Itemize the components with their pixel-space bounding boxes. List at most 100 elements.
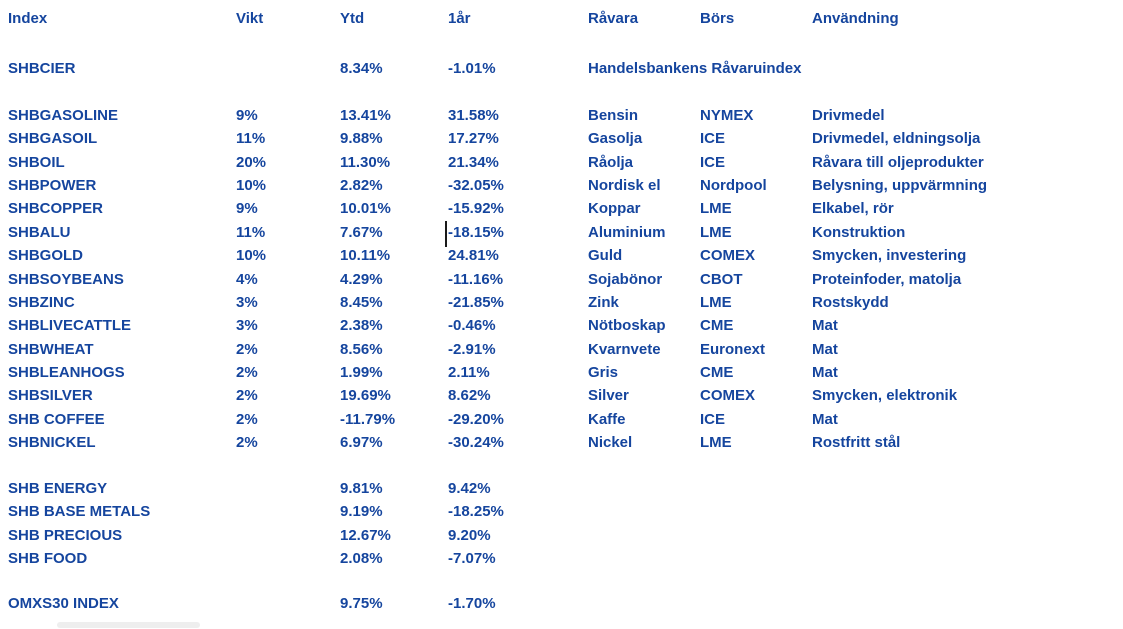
cell-index[interactable]: SHB FOOD <box>8 550 88 568</box>
cier-row[interactable]: SHBCIER 8.34% -1.01% Handelsbankens Råva… <box>8 57 1123 80</box>
cell-anvandning[interactable]: Belysning, uppvärmning <box>812 177 988 195</box>
cell-ravara[interactable]: Kvarnvete <box>588 340 661 358</box>
cell-1ar[interactable]: -7.07% <box>448 550 496 568</box>
cell-1ar[interactable]: -15.92% <box>448 200 504 218</box>
cier-description[interactable]: Handelsbankens Råvaruindex <box>588 60 802 77</box>
cell-ravara[interactable]: Aluminium <box>588 223 666 241</box>
cell-anvandning[interactable]: Smycken, elektronik <box>812 387 958 405</box>
cell-anvandning[interactable]: Konstruktion <box>812 223 906 241</box>
cell-anvandning[interactable]: Mat <box>812 340 838 358</box>
cell-vikt[interactable]: 11% <box>236 223 266 241</box>
cell-ytd[interactable]: 2.82% <box>340 177 383 195</box>
cell-bors[interactable]: LME <box>700 223 732 241</box>
cell-ravara[interactable]: Nötboskap <box>588 317 666 335</box>
cell-ytd[interactable]: 9.19% <box>340 503 383 521</box>
cell-ytd[interactable]: 9.75% <box>340 595 383 612</box>
cell-anvandning[interactable]: Mat <box>812 410 838 428</box>
cell-ytd[interactable]: 10.11% <box>340 247 391 265</box>
cell-ravara[interactable]: Gris <box>588 363 619 381</box>
cell-bors[interactable]: ICE <box>700 130 726 148</box>
cell-index[interactable]: SHBALU <box>8 223 71 241</box>
cell-vikt[interactable]: 9% <box>236 200 258 218</box>
cell-index[interactable]: SHBZINC <box>8 293 75 311</box>
cell-ytd[interactable]: 7.67% <box>340 223 383 241</box>
cell-vikt[interactable]: 4% <box>236 270 258 288</box>
cell-index[interactable]: SHBWHEAT <box>8 340 94 358</box>
cell-anvandning[interactable]: Rostskydd <box>812 293 889 311</box>
table-row[interactable]: SHBWHEAT 2% 8.56% -2.91% Kvarnvete Euronext Ma… <box>8 338 1123 361</box>
cell-index[interactable]: SHBGOLD <box>8 247 83 265</box>
cell-ytd[interactable]: 8.45% <box>340 293 383 311</box>
cell-vikt[interactable]: 3% <box>236 293 258 311</box>
cell-ytd[interactable]: 2.38% <box>340 317 383 335</box>
cell-index[interactable]: OMXS30 INDEX <box>8 595 119 612</box>
cell-ytd[interactable]: 4.29% <box>340 270 383 288</box>
group-row[interactable]: SHB ENERGY 9.81% 9.42% <box>8 477 1123 500</box>
cell-index[interactable]: SHBSILVER <box>8 387 93 405</box>
horizontal-scrollbar-thumb[interactable] <box>57 622 200 628</box>
cell-1ar[interactable]: 2.11% <box>448 363 490 381</box>
cell-1ar[interactable]: -30.24% <box>448 434 504 452</box>
cell-bors[interactable]: CME <box>700 363 734 381</box>
cell-index[interactable]: SHBGASOIL <box>8 130 98 148</box>
table-row[interactable]: SHBGASOLINE 9% 13.41% 31.58% Bensin NYMEX Driv… <box>8 104 1123 127</box>
table-row[interactable]: SHBPOWER 10% 2.82% -32.05% Nordisk el Nordpoo… <box>8 174 1123 197</box>
cell-index[interactable]: SHB ENERGY <box>8 480 108 497</box>
cell-1ar[interactable]: 24.81% <box>448 247 499 265</box>
cell-bors[interactable]: ICE <box>700 153 726 171</box>
cell-vikt[interactable]: 9% <box>236 107 258 124</box>
cell-vikt[interactable]: 2% <box>236 340 258 358</box>
cell-index[interactable]: SHBGASOLINE <box>8 107 119 124</box>
cell-anvandning[interactable]: Mat <box>812 363 838 381</box>
cell-vikt[interactable]: 2% <box>236 434 258 452</box>
cell-vikt[interactable]: 3% <box>236 317 258 335</box>
cell-index[interactable]: SHBLIVECATTLE <box>8 317 132 335</box>
cell-bors[interactable]: LME <box>700 293 732 311</box>
cell-ytd[interactable]: 1.99% <box>340 363 383 381</box>
table-row[interactable]: SHBZINC 3% 8.45% -21.85% Zink LME Rostskydd <box>8 291 1123 314</box>
cell-ytd[interactable]: -11.79% <box>340 410 396 428</box>
cell-ravara[interactable]: Kaffe <box>588 410 626 428</box>
cell-anvandning[interactable]: Drivmedel <box>812 107 885 124</box>
table-row[interactable]: SHBLEANHOGS 2% 1.99% 2.11% Gris CME Mat <box>8 361 1123 384</box>
cell-index[interactable]: SHBSOYBEANS <box>8 270 124 288</box>
cell-1ar[interactable]: -32.05% <box>448 177 504 195</box>
cell-ytd[interactable]: 2.08% <box>340 550 383 568</box>
cell-ytd[interactable]: 12.67% <box>340 526 391 544</box>
cell-ytd[interactable]: 6.97% <box>340 434 383 452</box>
cell-1ar[interactable]: -21.85% <box>448 293 504 311</box>
cell-vikt[interactable] <box>236 57 340 80</box>
cell-ravara[interactable]: Sojabönor <box>588 270 663 288</box>
cell-ravara[interactable]: Råolja <box>588 153 634 171</box>
cell-vikt[interactable]: 10% <box>236 247 267 265</box>
cell-ytd[interactable]: 10.01% <box>340 200 391 218</box>
cell-bors[interactable]: ICE <box>700 410 726 428</box>
table-row[interactable]: SHBLIVECATTLE 3% 2.38% -0.46% Nötboskap CME Ma… <box>8 314 1123 337</box>
cell-ravara[interactable]: Guld <box>588 247 623 265</box>
cell-1ar[interactable]: -29.20% <box>448 410 504 428</box>
cell-index[interactable]: SHBOIL <box>8 153 65 171</box>
table-row[interactable]: SHBALU 11% 7.67% -18.15% Aluminium LME Konstru… <box>8 221 1123 244</box>
cell-ytd[interactable]: 8.34% <box>340 60 383 77</box>
cell-anvandning[interactable]: Drivmedel, eldningsolja <box>812 130 981 148</box>
table-row[interactable]: SHBSILVER 2% 19.69% 8.62% Silver COMEX Smycken… <box>8 384 1123 407</box>
cell-ravara[interactable]: Nordisk el <box>588 177 661 195</box>
cell-ytd[interactable]: 9.88% <box>340 130 383 148</box>
cell-1ar[interactable]: -1.70% <box>448 595 496 612</box>
cell-bors[interactable]: COMEX <box>700 247 756 265</box>
cell-1ar[interactable]: 31.58% <box>448 107 499 124</box>
cell-1ar[interactable]: 17.27% <box>448 130 499 148</box>
table-row[interactable]: SHBCOPPER 9% 10.01% -15.92% Koppar LME Elkabel… <box>8 197 1123 220</box>
cell-bors[interactable]: LME <box>700 434 732 452</box>
cell-anvandning[interactable]: Råvara till oljeprodukter <box>812 153 984 171</box>
cell-ytd[interactable]: 8.56% <box>340 340 383 358</box>
group-row[interactable]: SHB PRECIOUS 12.67% 9.20% <box>8 524 1123 547</box>
cell-vikt[interactable] <box>236 592 340 615</box>
cell-1ar[interactable]: -2.91% <box>448 340 496 358</box>
table-row[interactable]: SHBNICKEL 2% 6.97% -30.24% Nickel LME Rostfrit… <box>8 431 1123 454</box>
omx-row[interactable]: OMXS30 INDEX 9.75% -1.70% <box>8 592 1123 615</box>
cell-ytd[interactable]: 9.81% <box>340 480 383 497</box>
cell-ravara[interactable]: Silver <box>588 387 629 405</box>
cell-bors[interactable]: CME <box>700 317 734 335</box>
cell-1ar[interactable]: 8.62% <box>448 387 491 405</box>
